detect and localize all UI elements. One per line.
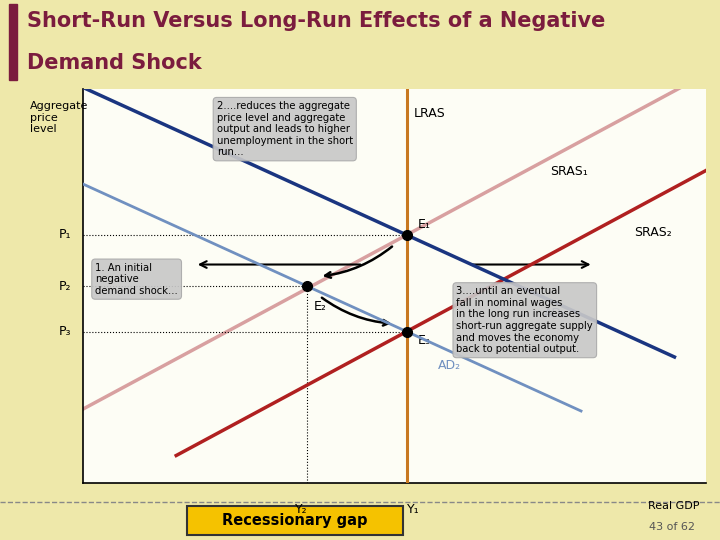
Text: AD₂: AD₂: [438, 359, 461, 372]
FancyBboxPatch shape: [187, 507, 403, 535]
Text: P₃: P₃: [59, 325, 71, 338]
Text: Short-Run Versus Long-Run Effects of a Negative: Short-Run Versus Long-Run Effects of a N…: [27, 11, 606, 31]
Bar: [9, 4, 17, 79]
Text: Y₁: Y₁: [407, 503, 419, 516]
Text: 43 of 62: 43 of 62: [649, 522, 695, 532]
Text: 1. An initial
negative
demand shock...: 1. An initial negative demand shock...: [95, 262, 178, 296]
Text: E₃: E₃: [418, 334, 431, 347]
Text: 3....until an eventual
fall in nominal wages
in the long run increases
short-run: 3....until an eventual fall in nominal w…: [456, 286, 593, 354]
Text: Demand Shock: Demand Shock: [27, 53, 202, 73]
Text: P₂: P₂: [59, 280, 71, 293]
Text: LRAS: LRAS: [414, 107, 446, 120]
Text: Real GDP: Real GDP: [648, 501, 699, 511]
Text: Aggregate
price
level: Aggregate price level: [30, 101, 89, 134]
Text: E₁: E₁: [418, 218, 431, 231]
Text: SRAS₂: SRAS₂: [634, 226, 672, 239]
Text: E₂: E₂: [313, 300, 326, 313]
Text: Y₂: Y₂: [294, 503, 307, 516]
Text: AD₁: AD₁: [544, 307, 567, 320]
Text: Recessionary gap: Recessionary gap: [222, 513, 368, 528]
Text: 2....reduces the aggregate
price level and aggregate
output and leads to higher
: 2....reduces the aggregate price level a…: [217, 101, 353, 157]
Text: P₁: P₁: [59, 228, 71, 241]
Text: SRAS₁: SRAS₁: [550, 165, 588, 178]
